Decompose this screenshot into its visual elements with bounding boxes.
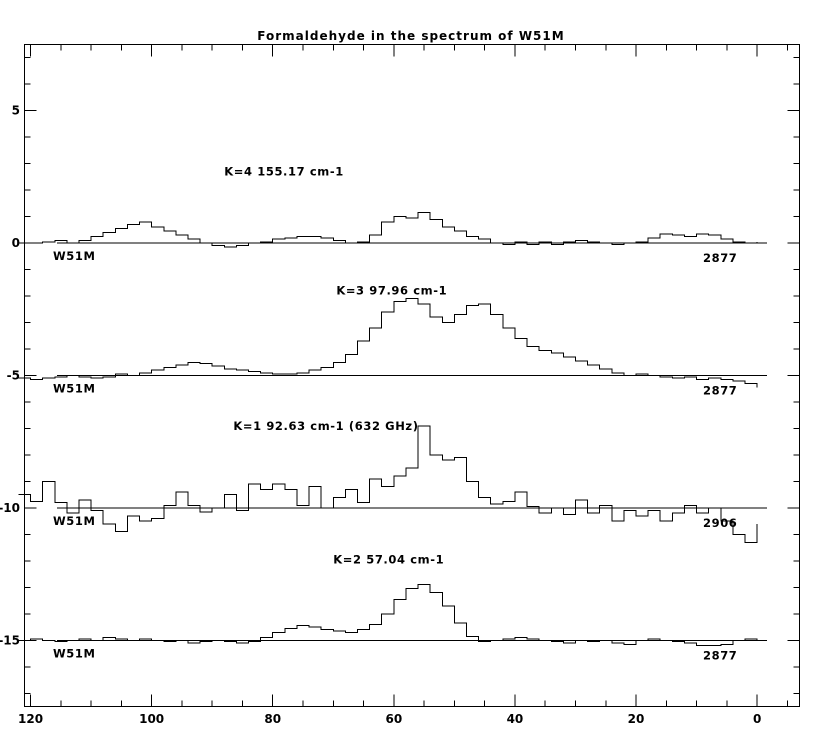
plot-frame	[24, 44, 800, 707]
scan-number: 2877	[703, 648, 737, 662]
source-tag: W51M	[53, 514, 96, 528]
axis-ticks: 120 100 80 60 40 20 0 5 0 -5 -10 -15	[0, 44, 800, 726]
x-tick-label: 40	[507, 712, 524, 726]
y-tick-label: -10	[0, 501, 20, 515]
series-label: K=3 97.96 cm-1	[336, 284, 447, 298]
series-layer	[18, 212, 767, 647]
series-label: K=2 57.04 cm-1	[333, 553, 444, 567]
series-line	[18, 298, 758, 388]
series-line	[18, 425, 758, 543]
y-tick-label: -15	[0, 633, 20, 647]
y-tick-label: 5	[12, 104, 20, 118]
series-line	[18, 212, 758, 248]
annotation-layer: K=4 155.17 cm-1 W51M 2877 K=3 97.96 cm-1 W51…	[53, 165, 737, 663]
scan-number: 2906	[703, 516, 737, 530]
series-line	[18, 584, 758, 647]
y-tick-label: -5	[7, 369, 20, 383]
source-tag: W51M	[53, 249, 96, 263]
chart-title: Formaldehyde in the spectrum of W51M	[257, 29, 564, 43]
x-tick-label: 80	[264, 712, 281, 726]
x-tick-label: 120	[18, 712, 43, 726]
x-tick-label: 0	[753, 712, 761, 726]
x-tick-label: 100	[139, 712, 164, 726]
scan-number: 2877	[703, 251, 737, 265]
source-tag: W51M	[53, 382, 96, 396]
scan-number: 2877	[703, 384, 737, 398]
y-tick-label: 0	[12, 236, 20, 250]
series-label: K=1 92.63 cm-1 (632 GHz)	[233, 419, 418, 433]
series-label: K=4 155.17 cm-1	[224, 165, 344, 179]
source-tag: W51M	[53, 646, 96, 660]
x-tick-label: 60	[385, 712, 402, 726]
x-tick-label: 20	[628, 712, 645, 726]
